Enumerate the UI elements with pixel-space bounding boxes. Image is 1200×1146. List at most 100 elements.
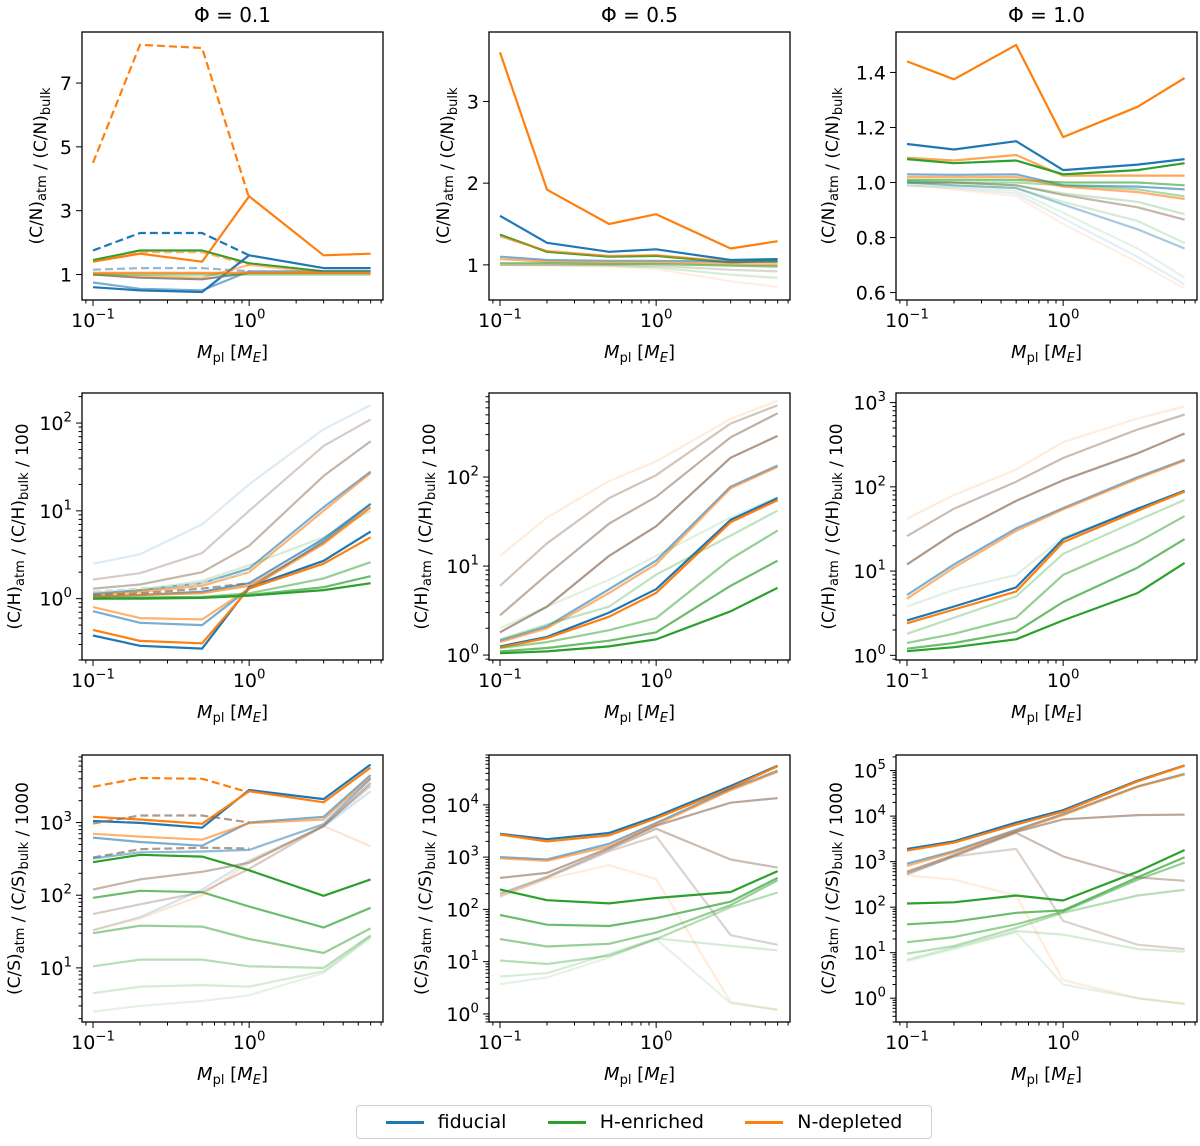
series-line-4 — [906, 173, 1185, 191]
series-line-7 — [906, 874, 1185, 1005]
series-line-10 — [92, 530, 372, 650]
series-line-2 — [499, 412, 779, 617]
series-line-5 — [499, 827, 778, 895]
y-tick-label: 103 — [853, 849, 886, 874]
y-tick-label: 101 — [446, 554, 479, 579]
series-line-1 — [92, 763, 372, 829]
series-line-6 — [906, 847, 1185, 951]
series-line-1 — [906, 140, 1185, 172]
y-tick-label: 103 — [39, 810, 72, 835]
series-line-9 — [906, 856, 1186, 926]
series-line-6 — [499, 835, 778, 946]
series-line-0 — [906, 405, 1185, 520]
series-group — [92, 763, 372, 1013]
series-line-9 — [906, 515, 1186, 645]
series-line-5 — [499, 258, 778, 266]
series-line-12 — [499, 586, 779, 655]
y-axis-label: (C/H)atm / (C/H)bulk / 100 — [5, 423, 33, 629]
x-tick-label: 10−1 — [478, 667, 522, 692]
series-line-0 — [906, 764, 1185, 850]
x-axis: 10−1 100 Mpl [ME] — [478, 660, 789, 726]
series-line-8 — [92, 853, 371, 897]
series-line-6 — [92, 846, 250, 859]
series-line-1 — [499, 214, 778, 262]
series-line-7 — [906, 490, 1186, 625]
y-axis: 100 101 102 103 104(C/S)atm / (C/S)bulk / 10… — [412, 754, 489, 1026]
series-line-4 — [906, 459, 1185, 600]
series-group — [499, 764, 779, 1011]
series-line-4 — [92, 472, 372, 597]
x-tick-label: 10−1 — [71, 1029, 115, 1054]
axes-frame — [488, 754, 791, 1023]
y-tick-label: 101 — [446, 949, 479, 974]
panel-cn-phi10: 10−1 100 Mpl [ME] 0.6 0.8 1.0 1.2 1.4 (C/N)atm /… — [819, 31, 1198, 366]
x-tick-label: 100 — [233, 1029, 266, 1054]
axes-frame — [488, 31, 791, 301]
series-line-6 — [500, 262, 778, 268]
x-tick-label: 100 — [1047, 667, 1080, 692]
series-line-1 — [906, 413, 1185, 538]
y-tick-label: 100 — [39, 586, 72, 611]
series-line-4 — [906, 813, 1185, 873]
series-line-3 — [499, 434, 779, 634]
y-tick-label: 103 — [853, 390, 886, 415]
panel-cs-phi05: 10−1 100 Mpl [ME] 100 101 102 103 104(C/S)atm /… — [412, 754, 791, 1088]
y-axis: 100 101 102(C/H)atm / (C/H)bulk / 100 — [412, 396, 489, 667]
series-line-15 — [92, 934, 372, 969]
y-tick-label: 0.8 — [856, 228, 886, 250]
series-line-3 — [92, 814, 250, 825]
axes-frame — [895, 31, 1198, 301]
series-group — [498, 52, 778, 288]
legend-label-h-enriched: H-enriched — [599, 1111, 704, 1133]
y-tick-label: 102 — [446, 465, 479, 490]
series-line-5 — [499, 465, 779, 644]
axes-frame — [895, 754, 1198, 1023]
series-line-3 — [906, 458, 1185, 596]
y-tick-label: 1.4 — [856, 62, 886, 84]
x-axis-label: Mpl [ME] — [604, 702, 675, 726]
series-line-8 — [499, 870, 779, 905]
series-line-13 — [92, 824, 372, 932]
y-tick-label: 105 — [853, 758, 886, 783]
series-line-4 — [499, 797, 778, 879]
series-line-13 — [906, 931, 1185, 1005]
y-tick-label: 100 — [853, 986, 886, 1011]
column-title-0: Φ = 0.1 — [194, 3, 271, 27]
series-line-11 — [92, 536, 372, 645]
series-line-0 — [92, 776, 250, 794]
axes-frame — [81, 754, 384, 1023]
x-tick-label: 100 — [640, 1029, 673, 1054]
y-tick-label: 7 — [60, 73, 72, 95]
y-axis-label: (C/H)atm / (C/H)bulk / 100 — [819, 423, 847, 629]
series-line-6 — [906, 489, 1185, 622]
series-line-11 — [92, 784, 372, 916]
series-line-7 — [499, 864, 778, 1011]
y-tick-label: 1.0 — [856, 173, 886, 195]
legend-item-fiducial: fiducial — [385, 1111, 507, 1133]
x-axis: 10−1 100 Mpl [ME] — [71, 300, 382, 366]
y-tick-label: 104 — [446, 792, 479, 817]
x-axis: 10−1 100 Mpl [ME] — [478, 1022, 789, 1088]
series-line-9 — [92, 571, 250, 593]
series-line-0 — [499, 399, 778, 557]
series-group — [499, 399, 779, 655]
y-axis-label: (C/H)atm / (C/H)bulk / 100 — [412, 423, 440, 629]
x-tick-label: 10−1 — [71, 667, 115, 692]
series-line-0 — [92, 404, 372, 565]
series-line-5 — [92, 503, 372, 598]
series-line-4 — [499, 464, 779, 642]
y-tick-label: 1 — [60, 264, 72, 286]
y-axis-label: (C/N)atm / (C/N)bulk — [819, 87, 846, 245]
series-line-7 — [92, 778, 372, 860]
series-line-6 — [92, 506, 372, 598]
y-tick-label: 102 — [39, 883, 72, 908]
legend-label-fiducial: fiducial — [437, 1111, 507, 1133]
series-line-8 — [907, 181, 1185, 221]
legend-item-n-depleted: N-depleted — [745, 1111, 902, 1133]
y-tick-label: 1 — [467, 255, 479, 277]
series-line-10 — [499, 529, 779, 650]
series-group — [906, 405, 1186, 653]
series-line-6 — [907, 175, 1185, 201]
x-tick-label: 10−1 — [885, 1029, 929, 1054]
